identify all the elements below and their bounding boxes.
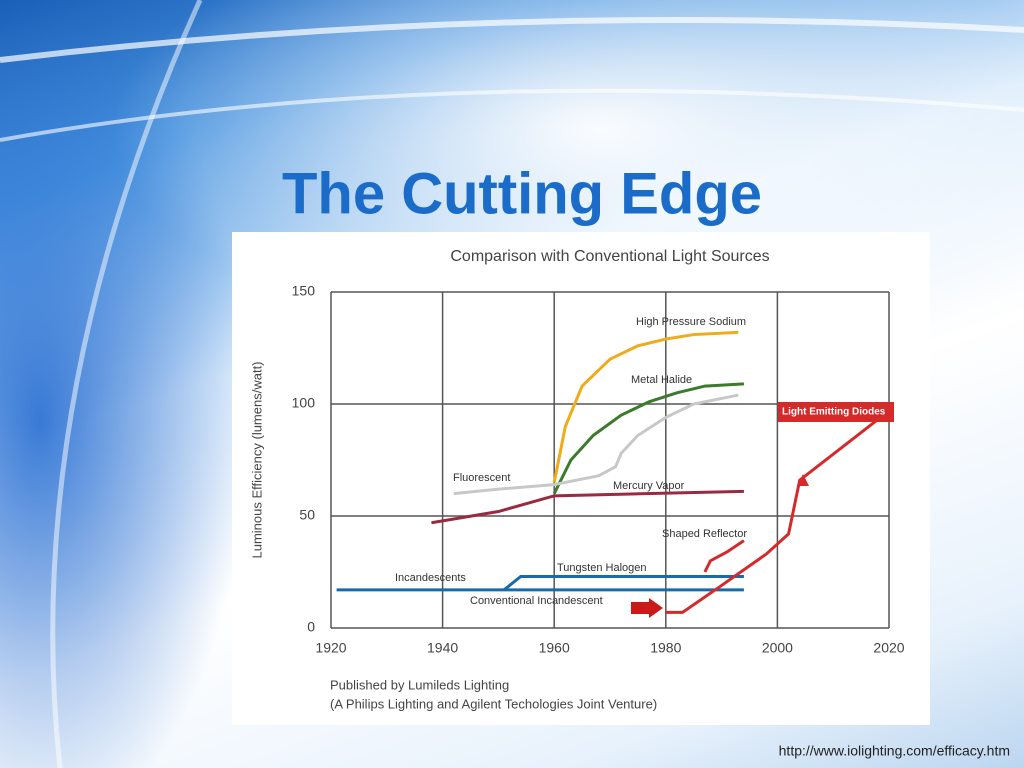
- slide-title: The Cutting Edge: [282, 161, 762, 226]
- swoosh: [0, 88, 1024, 142]
- series-line: [431, 489, 744, 525]
- footnote: (A Philips Lighting and Agilent Techolog…: [330, 696, 657, 711]
- y-tick-label: 50: [299, 507, 315, 523]
- series-line: [552, 382, 745, 495]
- y-tick-label: 100: [292, 395, 316, 411]
- x-tick-label: 1980: [650, 640, 681, 656]
- series-line: [703, 539, 745, 573]
- series-label: Light Emitting Diodes: [782, 407, 886, 418]
- series-label: Metal Halide: [631, 374, 692, 386]
- legend-box: [778, 402, 894, 422]
- x-tick-label: 2000: [762, 640, 793, 656]
- series-line: [503, 574, 744, 592]
- arrow: [631, 602, 649, 614]
- x-tick-label: 1960: [539, 640, 570, 656]
- y-tick-label: 0: [307, 619, 315, 635]
- series-label: Mercury Vapor: [613, 480, 685, 492]
- series-label: Fluorescent: [453, 472, 510, 484]
- source-url: http://www.iolighting.com/efficacy.htm: [779, 743, 1010, 759]
- series-label: Incandescents: [395, 572, 466, 584]
- series-label: High Pressure Sodium: [636, 316, 746, 328]
- annotation: Conventional Incandescent: [470, 595, 603, 607]
- y-tick-label: 150: [292, 283, 316, 299]
- x-tick-label: 1940: [427, 640, 458, 656]
- series-label: Tungsten Halogen: [557, 562, 647, 574]
- series-line: [453, 393, 739, 496]
- swoosh: [50, 0, 203, 768]
- x-tick-label: 1920: [315, 640, 346, 656]
- swoosh: [0, 17, 1024, 63]
- y-axis-label: Luminous Efficiency (lumens/watt): [249, 361, 264, 558]
- chart-title: Comparison with Conventional Light Sourc…: [450, 248, 769, 265]
- footnote: Published by Lumileds Lighting: [330, 677, 509, 692]
- series-label: Shaped Reflector: [662, 528, 747, 540]
- series-line: [665, 414, 885, 614]
- arrow: [649, 598, 663, 618]
- x-tick-label: 2020: [873, 640, 904, 656]
- series-line: [552, 330, 739, 483]
